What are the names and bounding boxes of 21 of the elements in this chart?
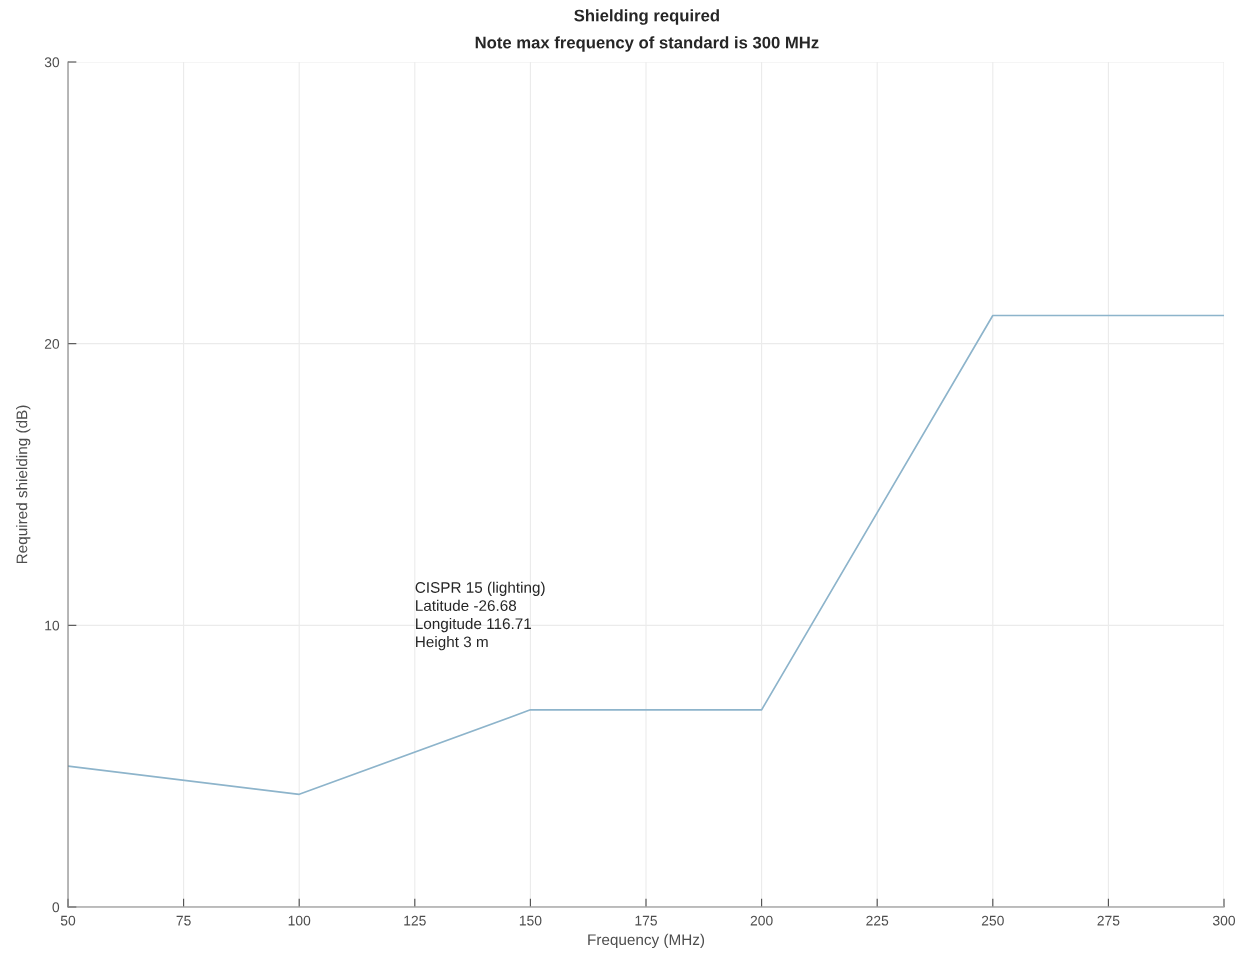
y-tick-label: 30 bbox=[44, 57, 60, 68]
chart-subtitle: Note max frequency of standard is 300 MHz bbox=[475, 36, 819, 52]
chart-title: Shielding required bbox=[574, 9, 719, 25]
x-tick-label: 250 bbox=[981, 915, 1004, 926]
x-tick-label: 225 bbox=[866, 915, 889, 926]
annotation: CISPR 15 (lighting) Latitude -26.68 Longitude 116.71 Height 3 m bbox=[415, 581, 545, 651]
x-tick-label: 75 bbox=[176, 915, 191, 926]
line-series bbox=[68, 314, 1224, 796]
x-tick-label: 200 bbox=[750, 915, 773, 926]
x-axis-title: Frequency (MHz) bbox=[588, 933, 705, 949]
y-tick-label: 10 bbox=[45, 620, 60, 631]
y-tick-label: 20 bbox=[44, 339, 60, 349]
y-tick-label: 0 bbox=[52, 902, 60, 913]
x-tick-label: 50 bbox=[60, 915, 76, 926]
x-tick-label: 175 bbox=[635, 915, 658, 926]
x-tick-label: 150 bbox=[519, 915, 542, 926]
x-tick-label: 100 bbox=[288, 915, 311, 926]
y-axis-title: Required shielding (dB) bbox=[16, 405, 31, 564]
x-tick-label: 125 bbox=[404, 915, 426, 926]
x-tick-label: 275 bbox=[1097, 915, 1120, 926]
x-tick-label: 300 bbox=[1212, 915, 1236, 926]
